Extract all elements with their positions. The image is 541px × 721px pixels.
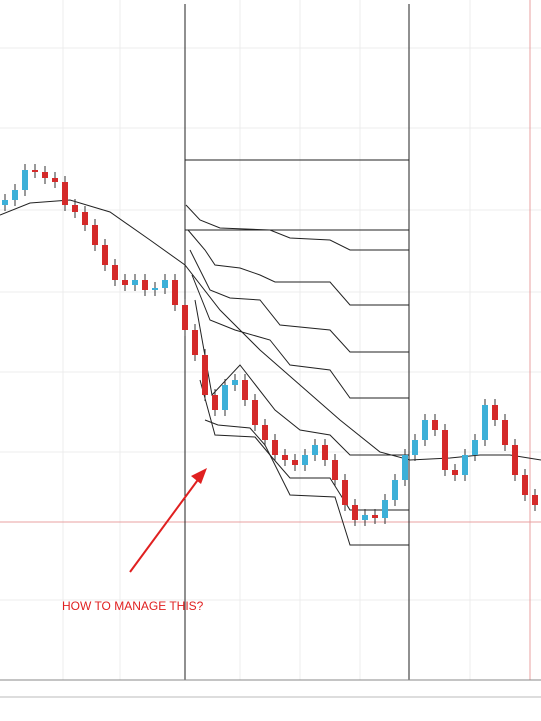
candle-body	[302, 455, 308, 465]
candle-body	[172, 280, 178, 305]
candle-body	[262, 425, 268, 440]
candle-body	[182, 305, 188, 330]
candle-body	[212, 395, 218, 410]
step-line	[194, 299, 409, 456]
candle-body	[472, 440, 478, 455]
step-line	[189, 249, 409, 353]
candle-body	[362, 515, 368, 520]
candle-body	[202, 355, 208, 395]
step-line	[185, 204, 409, 251]
candles	[2, 164, 538, 526]
candle-body	[222, 385, 228, 410]
candle-body	[402, 455, 408, 480]
candle-body	[162, 280, 168, 288]
step-line	[199, 379, 409, 511]
candle-body	[332, 460, 338, 480]
candle-body	[272, 440, 278, 455]
candle-body	[92, 225, 98, 245]
moving-average	[0, 199, 541, 461]
candle-body	[482, 405, 488, 440]
arrow-head	[191, 468, 207, 484]
candle-body	[122, 280, 128, 285]
candle-body	[372, 515, 378, 518]
candle-body	[432, 420, 438, 430]
candle-body	[82, 212, 88, 225]
candle-body	[532, 495, 538, 505]
candle-body	[452, 470, 458, 475]
step-line	[204, 419, 409, 546]
candle-body	[42, 172, 48, 178]
candle-body	[512, 445, 518, 475]
candle-body	[112, 265, 118, 280]
candle-body	[322, 445, 328, 460]
candle-body	[252, 400, 258, 425]
candle-body	[462, 455, 468, 475]
candle-body	[12, 190, 18, 200]
candle-body	[412, 440, 418, 455]
step-line	[187, 229, 409, 306]
candle-body	[422, 420, 428, 440]
levels	[0, 4, 541, 680]
candle-body	[242, 380, 248, 400]
candle-body	[522, 475, 528, 495]
candle-body	[192, 330, 198, 355]
candle-body	[292, 460, 298, 465]
candle-body	[132, 280, 138, 285]
candle-body	[352, 505, 358, 520]
candle-body	[502, 420, 508, 445]
step-line	[191, 274, 409, 399]
candle-body	[52, 178, 58, 182]
arrow-shaft	[129, 476, 201, 573]
candle-body	[282, 455, 288, 460]
candle-body	[492, 405, 498, 420]
candle-body	[72, 205, 78, 212]
candle-body	[102, 245, 108, 265]
candle-body	[2, 200, 8, 205]
candle-body	[22, 170, 28, 190]
candle-body	[142, 280, 148, 290]
candle-body	[232, 380, 238, 385]
annotation: HOW TO MANAGE THIS?	[62, 599, 204, 613]
candle-body	[152, 288, 158, 290]
candle-body	[62, 182, 68, 205]
candle-body	[442, 430, 448, 470]
candle-body	[342, 480, 348, 505]
candle-body	[392, 480, 398, 500]
candle-body	[382, 500, 388, 518]
candle-body	[32, 170, 38, 172]
grid	[0, 0, 541, 680]
candle-body	[312, 445, 318, 455]
